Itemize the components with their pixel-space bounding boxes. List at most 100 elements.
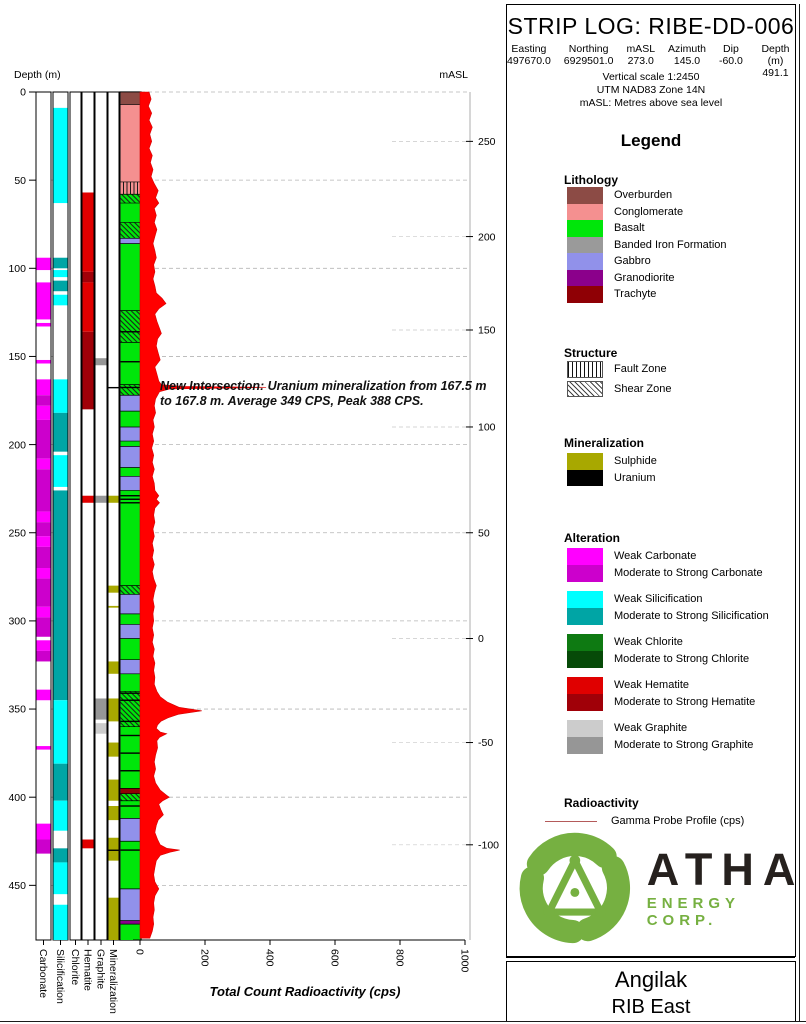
collar-field-label: Northing — [568, 43, 609, 55]
hematite-interval — [82, 271, 94, 283]
carbonate-interval — [36, 395, 51, 406]
alteration-item: Weak Graphite Moderate to Strong Graphite — [567, 720, 753, 754]
carbonate-interval — [36, 359, 51, 364]
graphite-interval — [95, 358, 107, 366]
shear-zone-overlay — [120, 793, 141, 801]
alteration-strong-swatch — [567, 565, 603, 582]
carbonate-interval — [36, 606, 51, 618]
alteration-strong-swatch — [567, 694, 603, 711]
depth-tick-label: 350 — [8, 704, 26, 716]
uranium-mark — [120, 361, 141, 363]
carbonate-interval — [36, 746, 51, 750]
mineralization-item: Sulphide — [567, 453, 657, 470]
masl-tick-label: -100 — [478, 839, 499, 851]
scale-note-line: mASL: Metres above sea level — [579, 97, 723, 109]
sheet-bottom-border — [0, 1021, 806, 1022]
lithology-interval-basalt — [120, 841, 141, 889]
lithology-interval-gabbro — [120, 238, 141, 244]
fault-zone-overlay — [120, 181, 141, 195]
collar-field-value: 6929501.0 — [563, 55, 614, 67]
lithology-interval-gabbro — [120, 659, 141, 674]
collar-field-value: 273.0 — [627, 55, 654, 67]
lithology-interval-gabbro — [120, 594, 141, 614]
lithology-interval-basalt — [120, 411, 141, 427]
hematite-interval — [82, 331, 94, 410]
masl-tick-label: -50 — [478, 737, 493, 749]
silicification-interval — [53, 763, 68, 801]
lithology-item-swatch — [567, 286, 603, 303]
hematite-interval — [82, 495, 94, 503]
mineralization-item: Uranium — [567, 469, 657, 486]
collar-field: mASL 273.0 — [626, 43, 655, 79]
uranium-mark — [120, 692, 141, 694]
carbonate-interval — [36, 257, 51, 271]
alteration-strong-swatch — [567, 651, 603, 668]
lithology-interval-basalt — [120, 726, 141, 789]
structure-item-swatch — [567, 361, 603, 378]
uranium-interval — [108, 849, 119, 851]
carbonate-interval — [36, 522, 51, 537]
structure-item-label: Fault Zone — [614, 363, 667, 376]
structure-items: Fault Zone Shear Zone — [567, 361, 671, 400]
lithology-heading: Lithology — [564, 173, 618, 187]
carbonate-interval — [36, 379, 51, 396]
alteration-heading: Alteration — [564, 531, 621, 545]
page-title: STRIP LOG: RIBE-DD-006 — [507, 13, 795, 39]
lithology-item: Trachyte — [567, 286, 727, 303]
collar-field: Azimuth 145.0 — [668, 43, 706, 79]
lithology-interval-basalt — [120, 243, 141, 311]
graphite-interval — [95, 723, 107, 734]
mineralization-column — [107, 91, 120, 941]
depth-tick-label: 150 — [8, 351, 26, 363]
collar-info-row: Easting 497670.0 Northing 6929501.0 mASL 273.… — [507, 43, 795, 79]
sulphide-interval — [108, 605, 119, 608]
collar-field-value: -60.0 — [718, 55, 743, 67]
mineralization-heading: Mineralization — [564, 436, 645, 450]
alteration-item-labels: Weak Hematite Moderate to Strong Hematite — [614, 677, 755, 711]
lithology-interval-trachyte — [120, 788, 141, 794]
title-and-legend-panel: STRIP LOG: RIBE-DD-006 Easting 497670.0 No… — [506, 4, 796, 957]
chlorite-column — [69, 91, 82, 941]
lithology-item-swatch — [567, 187, 603, 204]
mineralization-item-label: Sulphide — [614, 455, 657, 468]
graphite-interval — [95, 495, 107, 503]
project-footer: Angilak RIB East — [506, 961, 796, 1022]
uranium-mark — [120, 720, 141, 723]
lithology-interval-gabbro — [120, 446, 141, 468]
cps-tick-label: 1000 — [459, 949, 471, 973]
uranium-mark — [120, 502, 141, 504]
uranium-interval — [108, 386, 119, 389]
carbonate-interval — [36, 405, 51, 420]
silicification-interval — [53, 270, 68, 278]
alteration-weak-label: Weak Chlorite — [614, 636, 683, 648]
lithology-item: Granodiorite — [567, 269, 727, 286]
lithology-item-label: Conglomerate — [614, 205, 684, 218]
lithology-item-swatch — [567, 203, 603, 220]
cps-tick-label: 0 — [134, 949, 146, 955]
carbonate-interval — [36, 458, 51, 470]
carbonate-interval — [36, 419, 51, 459]
alteration-strong-label: Moderate to Strong Graphite — [614, 739, 754, 751]
scale-notes: Vertical scale 1:2450 UTM NAD83 Zone 14N m… — [507, 71, 795, 110]
lithology-interval-basalt — [120, 800, 141, 819]
uranium-mark — [120, 699, 141, 701]
silicification-interval — [53, 455, 68, 487]
collar-field-value: 497670.0 — [507, 55, 551, 67]
masl-tick-label: 150 — [478, 325, 496, 337]
uranium-mark — [120, 331, 141, 333]
silicification-interval — [53, 257, 68, 269]
radioactivity-item-label: Gamma Probe Profile (cps) — [611, 815, 745, 827]
radioactivity-item: Gamma Probe Profile (cps) — [545, 815, 744, 827]
collar-field-label: Depth (m) — [761, 43, 790, 67]
hematite-interval — [82, 839, 94, 849]
strip-log-svg: Depth (m) 0 50 100 150 200 250 300 350 400 450 mASL… — [8, 69, 499, 1014]
silicification-interval — [53, 848, 68, 863]
silicification-interval — [53, 379, 68, 413]
scale-note-line: UTM NAD83 Zone 14N — [596, 84, 706, 96]
sheet-right-border — [799, 4, 800, 1021]
alteration-weak-swatch — [567, 634, 603, 651]
masl-tick-label: 50 — [478, 527, 490, 539]
lithology-item: Basalt — [567, 220, 727, 237]
cps-axis-title: Total Count Radioactivity (cps) — [209, 984, 401, 999]
silicification-interval — [53, 280, 68, 292]
